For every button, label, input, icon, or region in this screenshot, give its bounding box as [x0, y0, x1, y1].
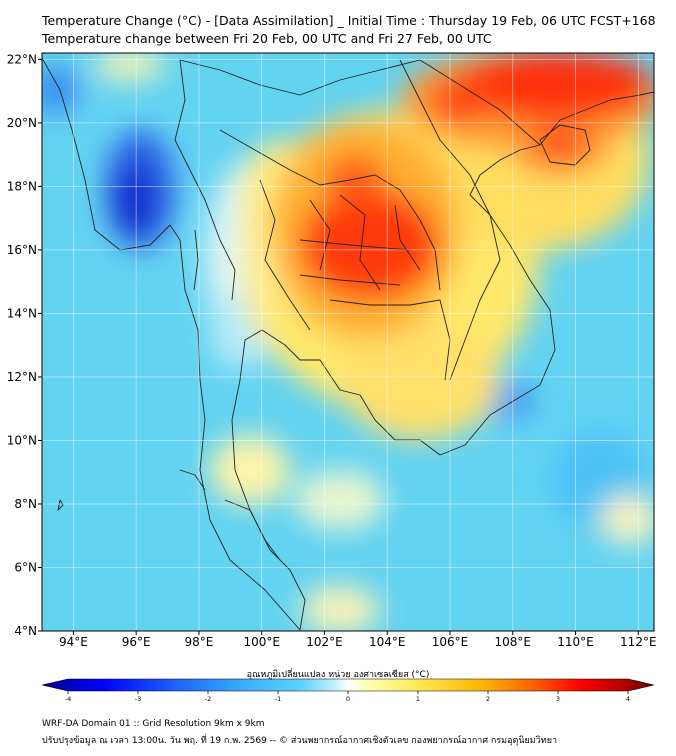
colorbar: -4 -3 -2 -1 0 1 2 3 4 — [41, 678, 655, 703]
lat-tick-label: 4°N — [14, 624, 37, 638]
colorbar-ticks: -4 -3 -2 -1 0 1 2 3 4 — [65, 691, 630, 703]
hainan-outline — [539, 124, 591, 166]
lon-tick-label: 100°E — [243, 635, 280, 649]
north-coastline — [539, 91, 654, 146]
lat-tick-label: 14°N — [7, 306, 37, 320]
lon-tick-label: 108°E — [495, 635, 532, 649]
colorbar-tick-label: -4 — [65, 695, 71, 703]
colorbar-tick-label: 1 — [416, 695, 420, 703]
lon-tick-label: 106°E — [432, 635, 469, 649]
lon-tick-label: 98°E — [184, 635, 213, 649]
temperature-field — [42, 53, 654, 631]
lon-tick-label: 102°E — [306, 635, 343, 649]
axis-ticks: 94°E 96°E 98°E 100°E 102°E 104°E 106°E 108°E 110… — [7, 52, 657, 649]
laos-vietnam-border — [399, 59, 501, 381]
andaman-islands — [57, 229, 199, 511]
colorbar-tick-label: -2 — [205, 695, 211, 703]
malaysia-border — [179, 469, 281, 561]
thai-provinces — [259, 179, 421, 331]
lat-tick-label: 8°N — [14, 497, 37, 511]
lon-tick-label: 110°E — [557, 635, 594, 649]
footer-domain: WRF-DA Domain 01 :: Grid Resolution 9km … — [42, 719, 265, 729]
colorbar-tick-label: 4 — [626, 695, 630, 703]
china-border — [179, 59, 541, 146]
lat-tick-label: 6°N — [14, 560, 37, 574]
west-coastline — [42, 57, 301, 631]
lat-tick-label: 22°N — [7, 52, 37, 66]
coastlines-borders — [42, 57, 654, 631]
lat-tick-label: 18°N — [7, 179, 37, 193]
lat-lon-grid — [42, 53, 654, 632]
lon-tick-label: 94°E — [59, 635, 88, 649]
colorbar-tick-label: 2 — [486, 695, 490, 703]
myanmar-border — [174, 59, 236, 301]
lat-tick-label: 10°N — [7, 433, 37, 447]
lat-tick-label: 20°N — [7, 116, 37, 130]
colorbar-tick-label: 3 — [556, 695, 560, 703]
thai-laos-border — [219, 129, 441, 291]
footer-credit: ปรับปรุงข้อมูล ณ เวลา 13:00น. วัน พฤ. ที… — [42, 736, 558, 746]
map-frame — [41, 52, 655, 632]
lat-tick-label: 12°N — [7, 370, 37, 384]
map-title: Temperature Change (°C) - [Data Assimila… — [42, 13, 656, 28]
colorbar-tick-label: -1 — [275, 695, 281, 703]
lon-tick-label: 112°E — [620, 635, 657, 649]
map-subtitle: Temperature change between Fri 20 Feb, 0… — [42, 31, 492, 46]
colorbar-label: อุณหภูมิเปลี่ยนแปลง หน่วย องศาเซลเซียส (… — [246, 670, 430, 680]
lon-tick-label: 96°E — [122, 635, 151, 649]
gulf-coastline — [231, 144, 556, 631]
thai-cambodia-border — [329, 299, 451, 381]
lat-tick-label: 16°N — [7, 243, 37, 257]
lon-tick-label: 104°E — [369, 635, 406, 649]
colorbar-tick-label: 0 — [346, 695, 350, 703]
colorbar-tick-label: -3 — [135, 695, 141, 703]
